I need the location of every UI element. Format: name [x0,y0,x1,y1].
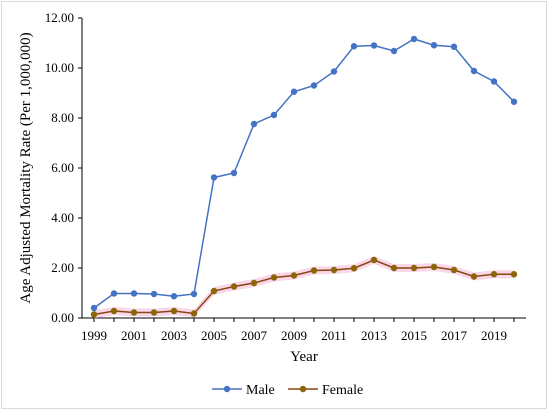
point-male [510,98,518,105]
x-tick-label: 2005 [201,328,227,343]
line-female [93,259,514,316]
point-female [90,311,98,318]
point-male [90,304,98,312]
series-lines [93,38,515,316]
point-female [490,271,498,278]
point-male [210,174,218,181]
point-male [150,290,158,298]
point-female [350,265,358,272]
point-female [170,307,178,315]
point-female [150,309,158,316]
point-male [470,67,478,75]
point-female [130,309,138,316]
y-tick-label: 2.00 [51,260,74,275]
point-male [330,68,338,75]
tick-labels: 0.00 2.00 4.00 6.00 8.00 10.00 12.00 1999 2001 20… [45,10,507,343]
legend-label-male: Male [246,383,275,398]
x-tick-label: 2001 [121,328,147,343]
point-male [390,47,398,55]
point-female [190,310,198,317]
point-female [390,264,398,272]
point-female [110,307,118,315]
point-male [170,293,178,300]
x-tick-label: 2019 [481,328,507,343]
point-male [370,42,378,49]
y-tick-label: 8.00 [51,110,74,125]
point-male [190,290,198,298]
point-female [250,279,258,287]
point-female [270,274,278,281]
point-male [130,290,138,297]
line-male [93,38,515,309]
x-tick-label: 2009 [281,328,307,343]
band-female [94,256,514,319]
point-male [230,169,238,177]
legend-label-female: Female [322,383,363,398]
x-axis-title: Year [290,349,318,365]
point-male [250,120,258,128]
point-female [410,264,418,272]
y-tick-label: 0.00 [51,310,74,325]
confidence-bands [94,256,514,319]
x-tick-label: 2015 [401,328,427,343]
point-female [290,272,298,279]
x-tick-label: 2003 [161,328,187,343]
series-markers [90,35,518,318]
point-male [430,42,438,49]
x-tick-label: 2013 [361,328,387,343]
point-male [490,78,498,85]
point-female [470,273,478,280]
point-female [310,267,318,274]
point-male [450,43,458,50]
x-tick-label: 2007 [241,328,268,343]
point-female [450,266,458,274]
y-tick-label: 10.00 [45,60,74,75]
point-male [110,290,118,297]
point-female [330,266,338,274]
point-male [270,111,278,119]
axes [78,17,526,322]
x-tick-label: 2011 [321,328,347,343]
legend-marker-female [299,385,307,393]
point-male [350,43,358,50]
x-tick-label: 1999 [81,328,107,343]
y-tick-label: 4.00 [51,210,74,225]
y-axis-title: Age Adjusted Mortality Rate (Per 1,000,0… [18,32,34,303]
legend: Male Female [212,383,363,398]
legend-marker-male [223,385,231,393]
y-tick-label: 6.00 [51,160,74,175]
point-male [290,88,298,95]
point-male [310,82,318,89]
point-female [210,287,218,295]
point-female [430,263,438,271]
point-male [410,35,418,43]
point-female [230,283,238,290]
y-tick-label: 12.00 [45,10,74,25]
point-female [370,256,378,264]
point-female [510,271,518,278]
x-tick-label: 2017 [441,328,468,343]
